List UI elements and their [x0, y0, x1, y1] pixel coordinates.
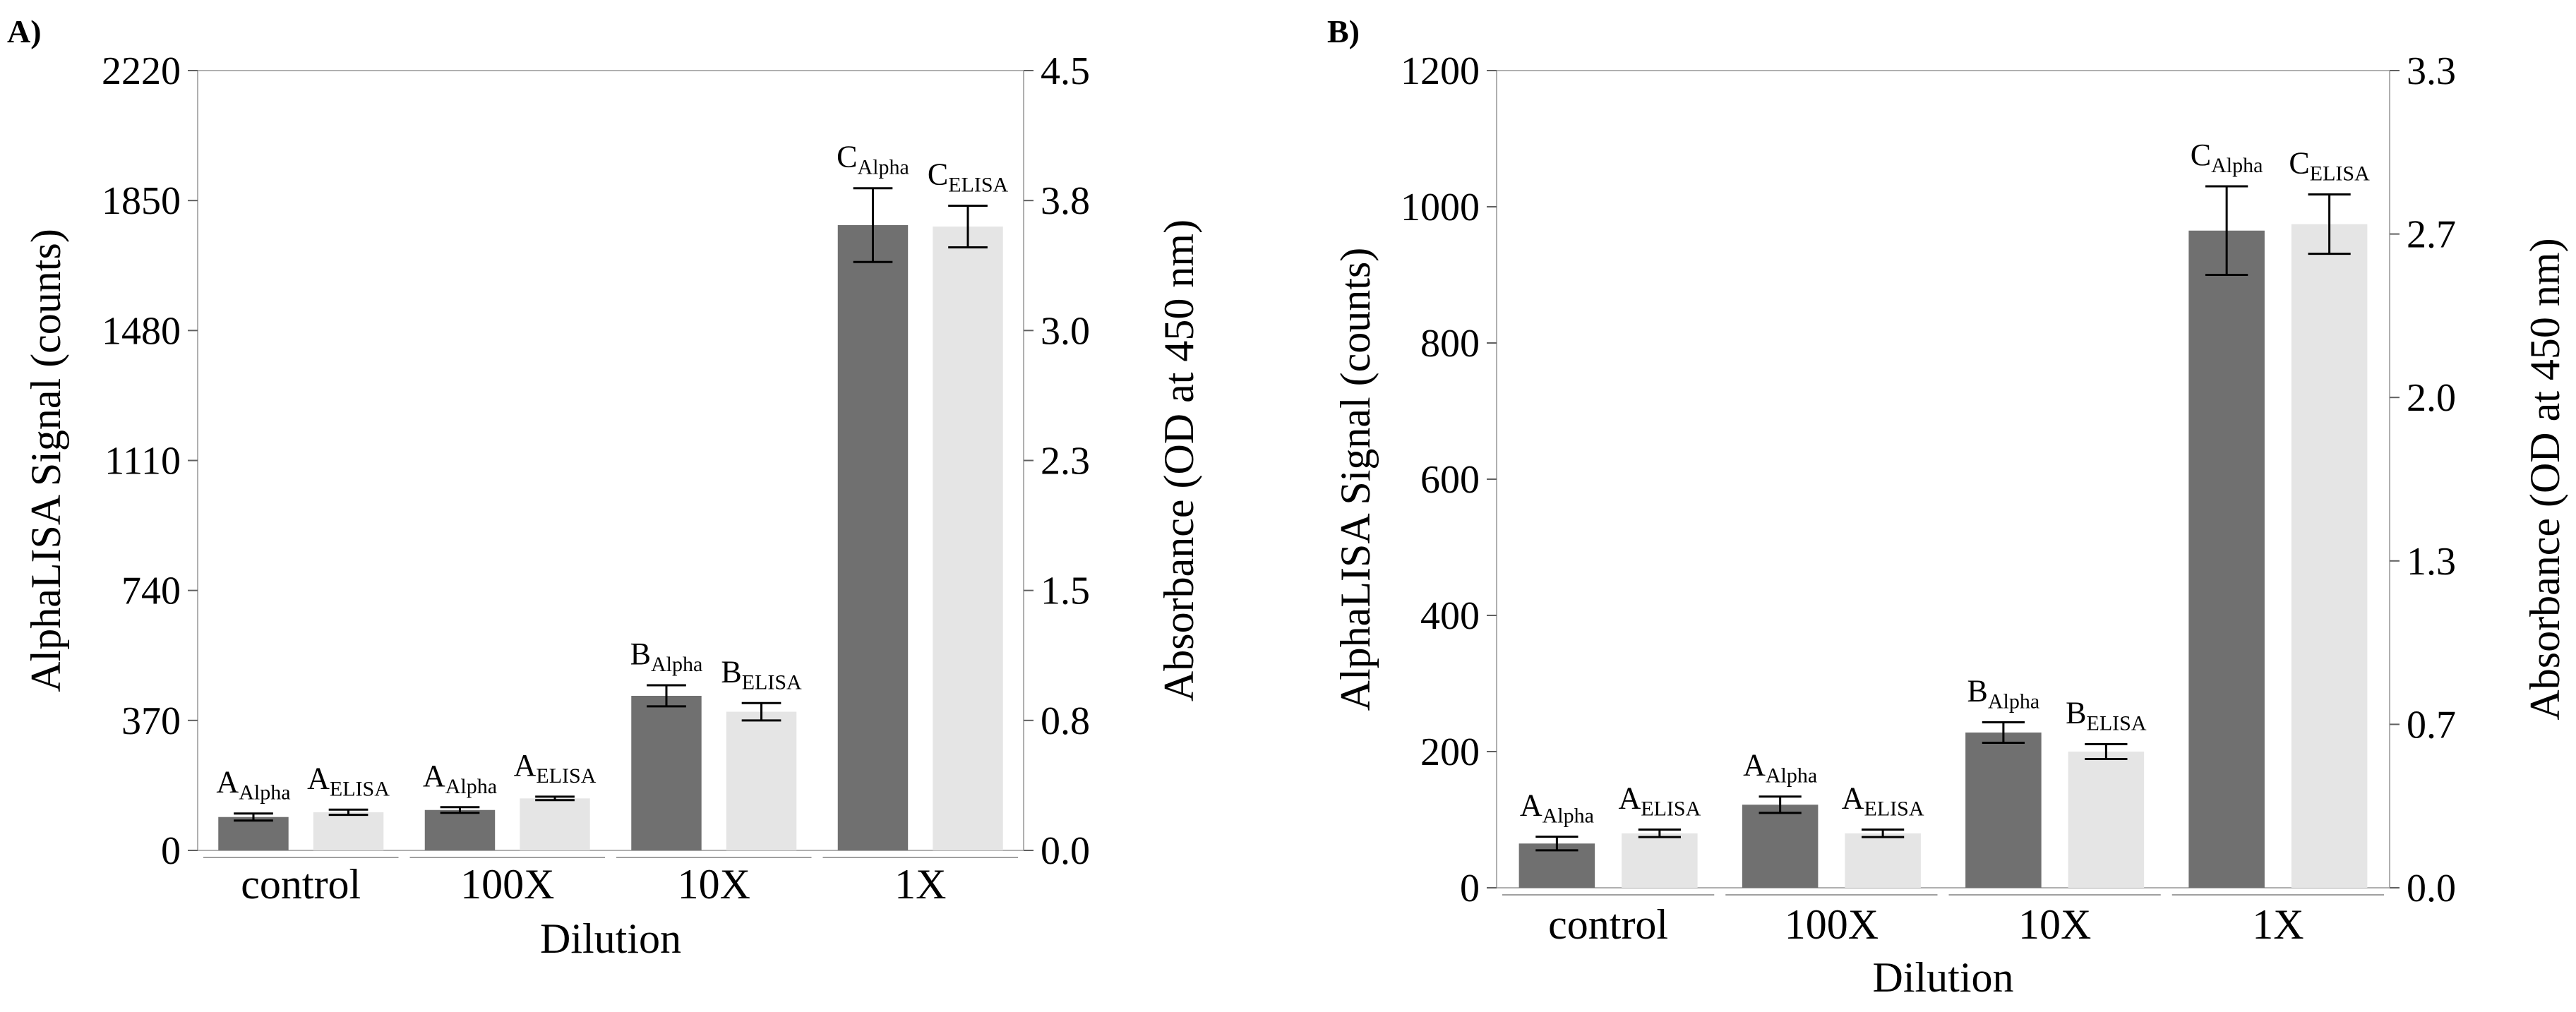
bar-elisa	[1845, 833, 1921, 888]
bar-alphalisa	[1965, 732, 2042, 888]
left-tick-label: 800	[1420, 322, 1480, 366]
bar-alphalisa	[1742, 805, 1819, 888]
bar-alphalisa	[2188, 230, 2265, 888]
right-axis-title: Absorbance (OD at 450 nm)	[1156, 219, 1202, 701]
right-tick-label: 0.8	[1041, 699, 1090, 743]
significance-label: AAlpha	[1743, 748, 1817, 788]
bar-elisa	[933, 227, 1003, 850]
left-tick-label: 1850	[102, 179, 181, 223]
significance-label: CAlpha	[2191, 138, 2263, 177]
category-label: 100X	[1785, 901, 1879, 948]
bar-elisa	[2068, 752, 2145, 888]
left-tick-label: 1480	[102, 309, 181, 353]
panel-a-chart: A) 0 370 740 1110 1480 1850 2220 0.0 0.8 1.5 2.3 3.0…	[7, 13, 1202, 962]
left-tick-label: 400	[1420, 594, 1480, 638]
bar-elisa	[1622, 833, 1698, 888]
panel-b-chart: B) 0 200 400 600 800 1000 1200 0.0 0.7 1.3 2.0 2.7 3.…	[1327, 13, 2568, 1001]
left-tick-label: 200	[1420, 730, 1480, 774]
right-tick-label: 1.5	[1041, 570, 1090, 613]
bar-alphalisa	[218, 817, 289, 850]
left-axis-title: AlphaLISA Signal (counts)	[1332, 248, 1379, 711]
bar-alphalisa	[631, 695, 702, 850]
left-tick-label: 1200	[1401, 49, 1480, 93]
left-tick-label: 0	[161, 829, 181, 873]
bar-alphalisa	[424, 809, 496, 850]
right-tick-label: 4.5	[1041, 49, 1090, 93]
right-tick-label: 2.0	[2407, 376, 2456, 420]
significance-label: AAlpha	[423, 759, 497, 798]
bar-elisa	[520, 798, 590, 850]
right-axis-title: Absorbance (OD at 450 nm)	[2522, 238, 2568, 720]
right-tick-label: 2.7	[2407, 213, 2456, 257]
right-tick-label: 0.0	[1041, 829, 1090, 873]
significance-label: BAlpha	[630, 637, 703, 676]
significance-label: AELISA	[1618, 781, 1701, 821]
left-tick-label: 370	[121, 699, 181, 743]
left-tick-label: 600	[1420, 458, 1480, 502]
significance-label: AELISA	[1842, 781, 1924, 821]
right-tick-label: 3.0	[1041, 309, 1090, 353]
right-tick-label: 0.0	[2407, 867, 2456, 910]
significance-label: AAlpha	[1520, 788, 1594, 828]
bar-elisa	[726, 711, 797, 850]
left-axis-title: AlphaLISA Signal (counts)	[23, 229, 69, 692]
category-label: 1X	[894, 861, 946, 908]
x-axis-title: Dilution	[1872, 954, 2013, 1001]
significance-label: CELISA	[2289, 145, 2370, 185]
category-label: 10X	[678, 861, 750, 908]
bar-elisa	[2291, 224, 2368, 888]
panel-label: B)	[1327, 13, 1360, 49]
left-tick-label: 1000	[1401, 186, 1480, 229]
significance-label: AELISA	[514, 748, 597, 788]
significance-label: BELISA	[721, 654, 802, 694]
bar-alphalisa	[837, 225, 909, 850]
right-tick-label: 3.8	[1041, 179, 1090, 223]
category-label: 100X	[460, 861, 554, 908]
significance-label: BELISA	[2066, 695, 2147, 735]
left-tick-label: 740	[121, 570, 181, 613]
right-tick-label: 2.3	[1041, 440, 1090, 483]
category-label: 1X	[2252, 901, 2304, 948]
bar-elisa	[313, 812, 384, 850]
right-tick-label: 1.3	[2407, 540, 2456, 584]
panel-label: A)	[7, 13, 42, 49]
category-label: control	[1548, 901, 1668, 948]
category-label: 10X	[2018, 901, 2091, 948]
right-tick-label: 0.7	[2407, 703, 2456, 747]
right-tick-label: 3.3	[2407, 49, 2456, 93]
left-tick-label: 1110	[104, 440, 181, 483]
left-tick-label: 0	[1460, 867, 1480, 910]
significance-label: CELISA	[928, 157, 1009, 197]
significance-label: BAlpha	[1967, 674, 2040, 713]
significance-label: AAlpha	[216, 765, 290, 805]
left-tick-label: 2220	[102, 49, 181, 93]
significance-label: CAlpha	[837, 140, 909, 179]
significance-label: AELISA	[307, 761, 390, 800]
x-axis-title: Dilution	[540, 915, 681, 962]
category-label: control	[241, 861, 361, 908]
